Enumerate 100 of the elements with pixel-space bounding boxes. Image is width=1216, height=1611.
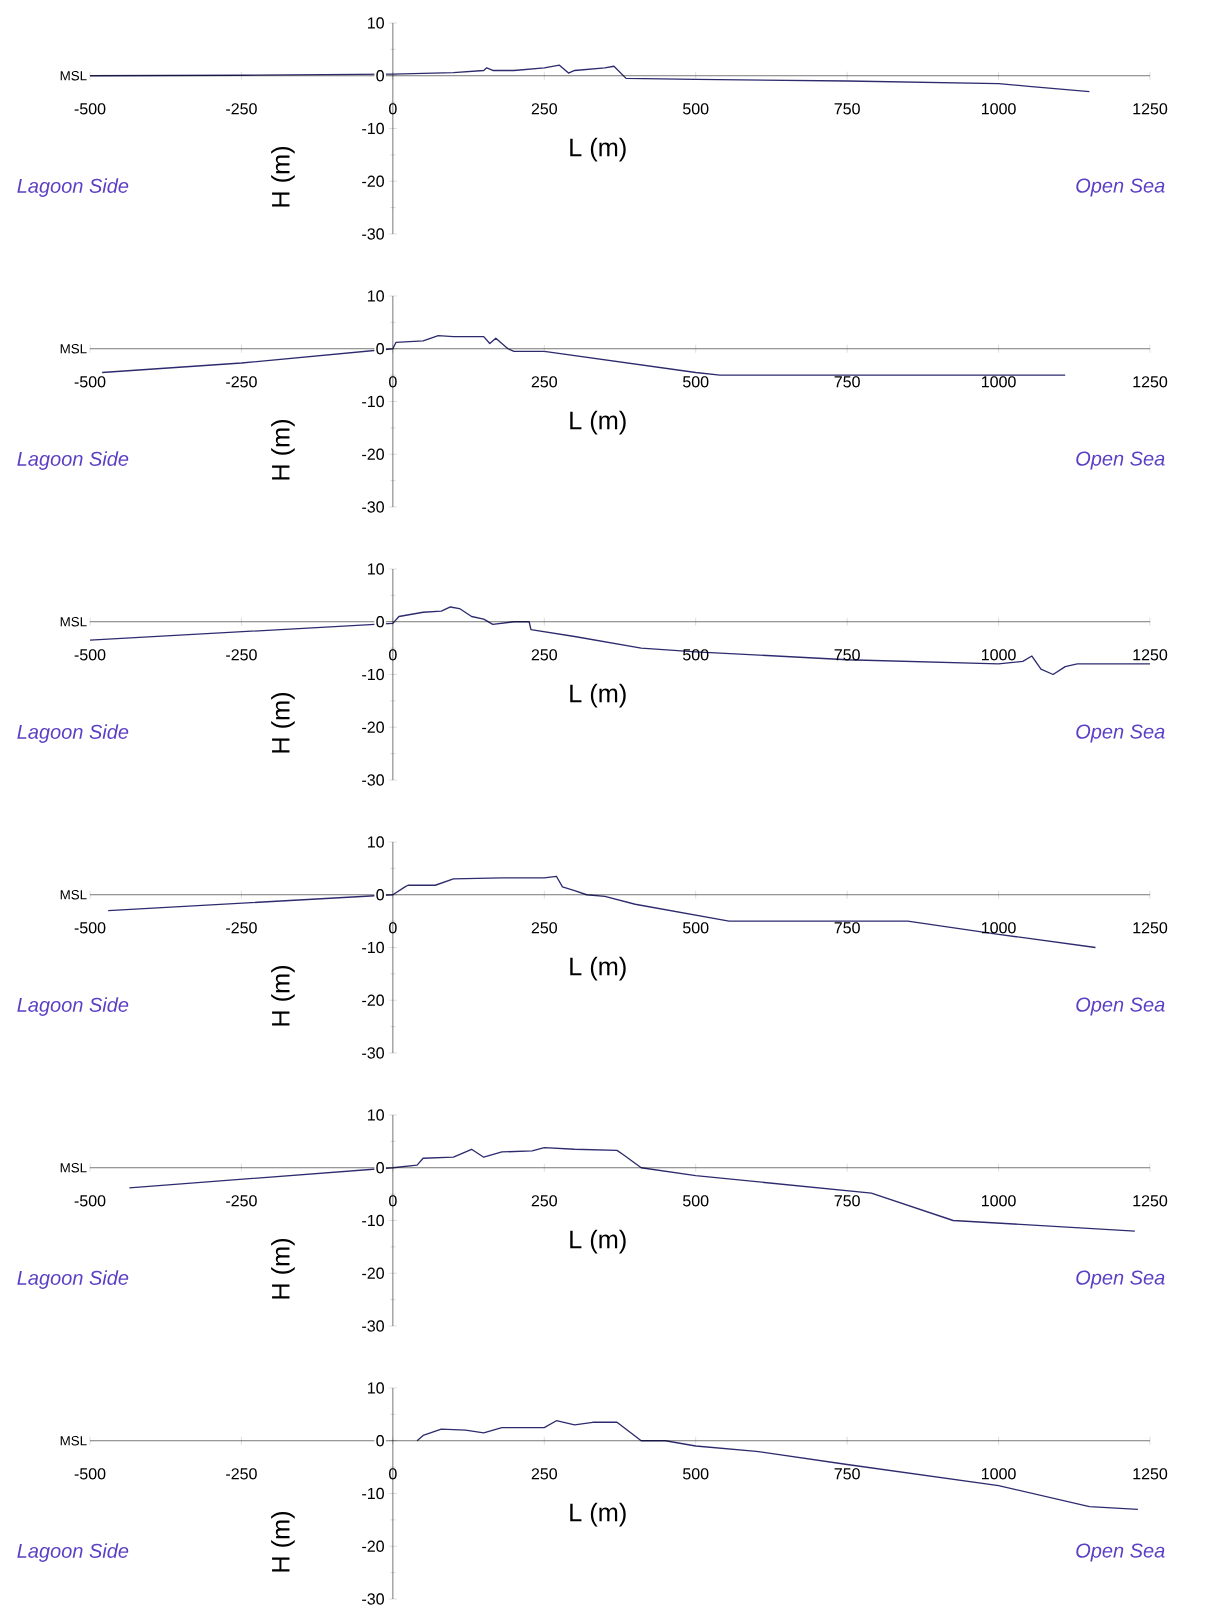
text: MSL [60, 1163, 87, 1173]
annotation: Lagoon Side [17, 178, 129, 197]
x-tick-label: 500 [683, 649, 709, 661]
annotation: Open Sea [1076, 178, 1165, 197]
x-tick-label: 1000 [981, 376, 1016, 388]
x-axis-title: L (m) [570, 410, 626, 435]
x-tick-label: 500 [683, 1468, 709, 1480]
x-tick-label: -500 [74, 922, 106, 934]
text: MSL [60, 1436, 87, 1446]
x-tick-label: 1000 [981, 649, 1016, 661]
y-tick-label: -20 [362, 1540, 384, 1552]
y-tick-label: -10 [362, 1214, 384, 1227]
y-tick-label: -20 [362, 721, 384, 733]
x-tick-label: 250 [531, 1195, 558, 1207]
annotation: Open Sea [1076, 1270, 1165, 1289]
x-tick-label: -250 [226, 1195, 257, 1207]
x-tick-label: -500 [74, 649, 106, 661]
x-tick-label: 500 [683, 376, 709, 388]
x-tick-label: 500 [683, 922, 709, 934]
y-tick-label: 0 [376, 343, 384, 355]
text: MSL [60, 344, 87, 354]
x-tick-label: 0 [389, 1195, 397, 1207]
y-tick-label: 0 [376, 889, 384, 901]
x-tick-label: -250 [226, 922, 257, 934]
x-tick-label: 1000 [981, 1195, 1016, 1207]
x-tick-label: -500 [74, 1468, 106, 1480]
annotation: Lagoon Side [17, 997, 129, 1016]
y-tick-label: 0 [376, 1435, 384, 1447]
x-tick-label: -250 [226, 1468, 257, 1480]
x-tick-label: 1000 [981, 103, 1016, 115]
x-tick-label: 0 [389, 376, 397, 388]
x-tick-label: 750 [834, 649, 860, 661]
x-tick-label: 250 [531, 1468, 558, 1480]
y-tick-label: -30 [362, 1593, 384, 1605]
y-tick-label: -20 [362, 175, 384, 187]
y-axis-title: H (m) [271, 965, 295, 1026]
annotation: Open Sea [1076, 997, 1165, 1016]
annotation: Lagoon Side [17, 1543, 129, 1562]
y-tick-label: -10 [362, 395, 384, 408]
y-tick-label: -20 [362, 448, 384, 460]
x-axis-title: L (m) [570, 137, 626, 162]
y-tick-label: -10 [362, 668, 384, 681]
text: MSL [60, 890, 87, 900]
x-tick-label: 1250 [1133, 922, 1168, 934]
x-tick-label: -250 [226, 103, 257, 115]
x-tick-label: 0 [389, 103, 397, 115]
x-axis-title: L (m) [570, 1502, 626, 1527]
y-tick-label: -10 [362, 941, 384, 954]
x-tick-label: -500 [74, 103, 106, 115]
x-tick-label: 1250 [1133, 1195, 1168, 1207]
x-tick-label: 1000 [981, 922, 1016, 934]
x-tick-label: 250 [531, 649, 558, 661]
y-tick-label: 0 [376, 70, 384, 82]
x-axis-title: L (m) [570, 1229, 626, 1254]
y-tick-label: -30 [362, 1320, 384, 1332]
x-tick-label: 250 [531, 103, 558, 115]
x-axis-title: L (m) [570, 683, 626, 708]
x-tick-label: 750 [834, 1468, 860, 1480]
y-tick-label: -30 [362, 228, 384, 240]
annotation: Lagoon Side [17, 451, 129, 470]
x-tick-label: 750 [834, 1195, 860, 1207]
x-tick-label: 0 [389, 649, 397, 661]
x-tick-label: 1250 [1133, 376, 1168, 388]
x-tick-label: 1250 [1133, 1468, 1168, 1480]
x-tick-label: -250 [226, 376, 257, 388]
y-tick-label: -20 [362, 994, 384, 1006]
x-tick-label: -500 [74, 1195, 106, 1207]
x-tick-label: 500 [683, 1195, 709, 1207]
y-tick-label: -20 [362, 1267, 384, 1279]
y-axis-title: H (m) [271, 1511, 295, 1572]
y-axis-title: H (m) [271, 146, 295, 207]
x-tick-label: 1000 [981, 1468, 1016, 1480]
text: MSL [60, 617, 87, 627]
annotation: Lagoon Side [17, 1270, 129, 1289]
y-tick-label: 10 [368, 17, 384, 29]
x-tick-label: 250 [531, 922, 558, 934]
annotation: Lagoon Side [17, 724, 129, 743]
x-tick-label: -500 [74, 376, 106, 388]
y-tick-label: -30 [362, 501, 384, 513]
y-tick-label: -10 [362, 1487, 384, 1500]
annotation: Open Sea [1076, 1543, 1165, 1562]
x-tick-label: -250 [226, 649, 257, 661]
x-tick-label: 500 [683, 103, 709, 115]
y-tick-label: 10 [368, 1109, 384, 1121]
y-axis-title: H (m) [271, 419, 295, 480]
x-tick-label: 0 [389, 922, 397, 934]
y-tick-label: 10 [368, 1382, 384, 1394]
x-tick-label: 250 [531, 376, 558, 388]
annotation: Open Sea [1076, 724, 1165, 743]
text: MSL [60, 71, 87, 81]
y-tick-label: 10 [368, 563, 384, 575]
x-tick-label: 750 [834, 376, 860, 388]
annotation: Open Sea [1076, 451, 1165, 470]
y-tick-label: -30 [362, 774, 384, 786]
y-tick-label: 0 [376, 1162, 384, 1174]
y-tick-label: 0 [376, 616, 384, 628]
y-axis-title: H (m) [271, 692, 295, 753]
y-tick-label: 10 [368, 836, 384, 848]
y-tick-label: -10 [362, 122, 384, 135]
y-axis-title: H (m) [271, 1238, 295, 1299]
